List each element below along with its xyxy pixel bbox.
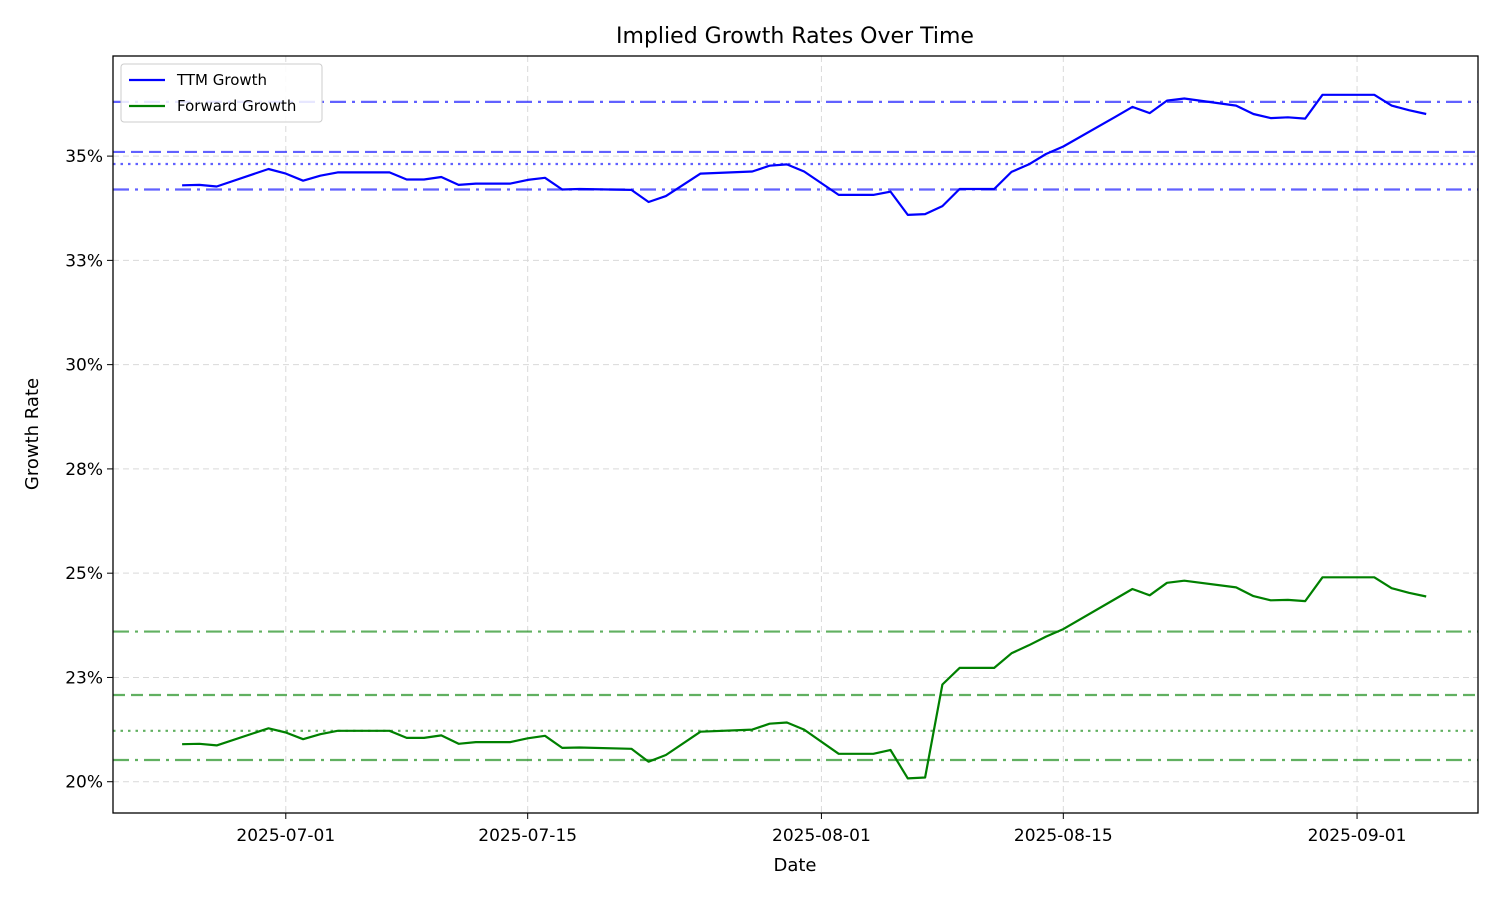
y-tick-label: 35%: [65, 147, 103, 167]
x-axis-label: Date: [773, 855, 816, 876]
series-line-ttm: [182, 93, 1427, 216]
x-tick-label: 2025-08-01: [772, 826, 871, 846]
reference-lines: [113, 100, 1478, 762]
x-axis-ticks: 2025-07-01 2025-07-15 2025-08-01 2025-08-15…: [236, 813, 1406, 846]
legend: TTM Growth Forward Growth: [120, 63, 323, 123]
series-line-forward: [182, 576, 1427, 780]
grid: [113, 56, 1478, 813]
chart-title: Implied Growth Rates Over Time: [616, 24, 974, 49]
y-tick-label: 25%: [65, 564, 103, 584]
plot-frame: [112, 55, 1479, 814]
x-tick-label: 2025-08-15: [1014, 826, 1113, 846]
legend-label-ttm: TTM Growth: [176, 71, 267, 89]
y-tick-label: 20%: [65, 773, 103, 793]
series-lines: [182, 93, 1427, 780]
y-axis-ticks: 20% 23% 25% 28% 30% 33% 35%: [65, 147, 113, 793]
y-tick-label: 30%: [65, 356, 103, 376]
legend-label-forward: Forward Growth: [177, 97, 296, 115]
y-tick-label: 33%: [65, 251, 103, 271]
y-tick-label: 23%: [65, 668, 103, 688]
x-tick-label: 2025-07-01: [236, 826, 335, 846]
y-tick-label: 28%: [65, 460, 103, 480]
x-tick-label: 2025-07-15: [478, 826, 577, 846]
legend-box: [120, 63, 323, 123]
x-tick-label: 2025-09-01: [1308, 826, 1407, 846]
y-axis-label: Growth Rate: [22, 378, 43, 490]
